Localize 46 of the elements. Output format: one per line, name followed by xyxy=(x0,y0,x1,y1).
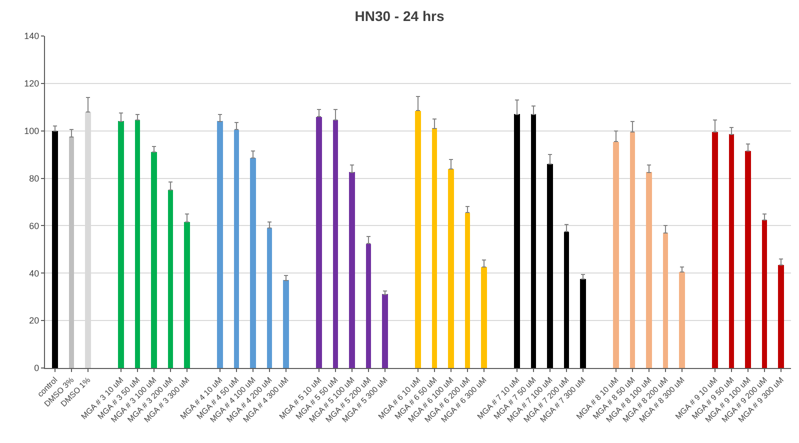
bar xyxy=(729,134,734,368)
bar xyxy=(168,190,173,368)
bar xyxy=(250,158,256,368)
y-tick-label: 0 xyxy=(34,363,40,374)
bar xyxy=(333,120,338,368)
bar xyxy=(69,137,74,368)
bar xyxy=(366,244,371,368)
bar xyxy=(151,152,157,368)
bar xyxy=(415,111,421,368)
bar xyxy=(481,267,487,368)
y-tick-label: 100 xyxy=(24,126,40,136)
bar xyxy=(762,220,767,368)
bar xyxy=(531,114,536,368)
bar xyxy=(465,213,470,368)
bar xyxy=(646,172,652,368)
bar xyxy=(316,117,322,368)
y-tick-label: 40 xyxy=(29,268,40,278)
chart-title: HN30 - 24 hrs xyxy=(354,8,444,24)
bar xyxy=(118,121,124,368)
bar xyxy=(432,128,437,368)
bar xyxy=(217,121,223,368)
y-tick-label: 20 xyxy=(29,316,40,326)
bar xyxy=(283,280,289,368)
bar xyxy=(267,228,272,368)
bar xyxy=(349,172,355,368)
bar xyxy=(613,142,619,368)
bar xyxy=(564,232,569,368)
bar xyxy=(679,272,685,368)
bar xyxy=(745,151,751,368)
y-tick-label: 80 xyxy=(29,173,40,184)
y-tick-label: 120 xyxy=(24,78,40,89)
bar xyxy=(514,114,520,368)
bar xyxy=(382,294,388,368)
bar xyxy=(52,131,58,368)
bar xyxy=(448,169,454,368)
bar xyxy=(234,130,239,368)
y-tick-label: 140 xyxy=(24,31,40,42)
bar xyxy=(778,265,784,368)
bar xyxy=(135,120,140,368)
y-tick-label: 60 xyxy=(29,220,40,231)
bar xyxy=(184,222,190,368)
bar xyxy=(712,132,718,368)
bar xyxy=(663,233,668,368)
bar xyxy=(547,164,553,368)
bar xyxy=(630,132,635,368)
bar xyxy=(580,279,586,368)
